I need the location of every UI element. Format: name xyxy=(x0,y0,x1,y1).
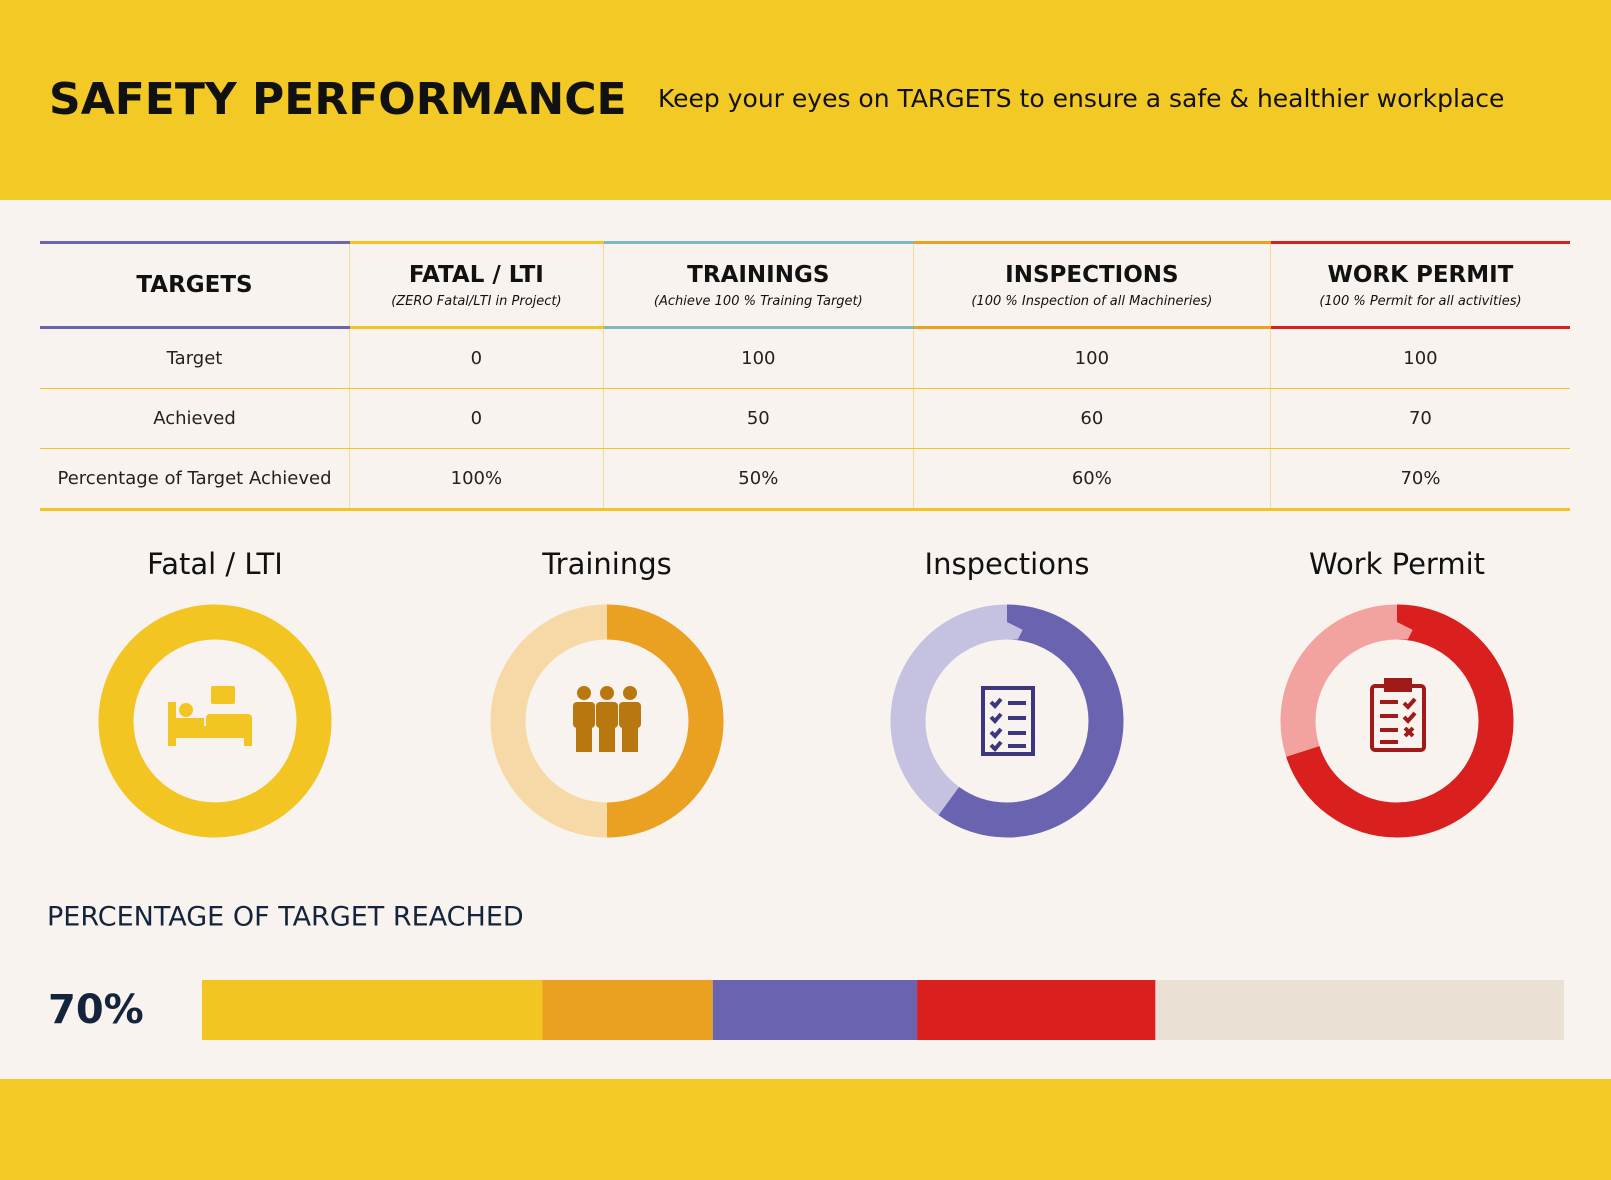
bar-segment xyxy=(202,980,543,1040)
column-header: TARGETS xyxy=(40,241,350,329)
bar-segment xyxy=(917,980,1156,1040)
column-header: TRAININGS (Achieve 100 % Training Target) xyxy=(602,241,914,329)
cell: 60 xyxy=(912,388,1271,449)
bed-icon xyxy=(168,686,252,746)
row-label: Percentage of Target Achieved xyxy=(40,448,350,511)
donut-segment xyxy=(1280,604,1514,838)
table-row: Achieved 0 50 60 70 xyxy=(40,388,1570,449)
clipboard-icon xyxy=(1370,678,1426,752)
column-title: TARGETS xyxy=(136,272,253,298)
footer-band xyxy=(0,1079,1611,1180)
column-title: WORK PERMIT xyxy=(1327,261,1514,288)
cell: 50 xyxy=(602,388,914,449)
column-subtitle: (100 % Inspection of all Machineries) xyxy=(971,293,1213,309)
table-row: Percentage of Target Achieved 100% 50% 60% 7… xyxy=(40,448,1570,511)
bar-headline: 70% xyxy=(48,987,144,1033)
column-header: INSPECTIONS (100 % Inspection of all Mach… xyxy=(912,241,1271,329)
checklist-icon xyxy=(981,686,1035,756)
donut-title: Inspections xyxy=(925,547,1090,581)
cell: 0 xyxy=(349,388,604,449)
donut-segment xyxy=(98,604,332,838)
table-row: Target 0 100 100 100 xyxy=(40,327,1570,389)
header-band xyxy=(0,0,1611,200)
cell: 100% xyxy=(349,448,604,511)
page-title: SAFETY PERFORMANCE xyxy=(49,74,627,125)
targets-table: TARGETS FATAL / LTI (ZERO Fatal/LTI in Pro… xyxy=(40,241,1570,511)
cell: 100 xyxy=(1269,327,1570,389)
column-title: TRAININGS xyxy=(687,261,830,288)
cell: 100 xyxy=(912,327,1271,389)
column-title: INSPECTIONS xyxy=(1005,261,1179,288)
column-header: FATAL / LTI (ZERO Fatal/LTI in Project) xyxy=(349,241,604,329)
column-subtitle: (100 % Permit for all activities) xyxy=(1319,293,1522,309)
bar-title: PERCENTAGE OF TARGET REACHED xyxy=(47,902,524,933)
donut-title: Trainings xyxy=(541,547,672,581)
column-subtitle: (ZERO Fatal/LTI in Project) xyxy=(391,293,562,309)
bar-segment xyxy=(712,980,918,1040)
column-header: WORK PERMIT (100 % Permit for all activit… xyxy=(1269,241,1570,329)
cell: 70% xyxy=(1269,448,1570,511)
column-title: FATAL / LTI xyxy=(408,261,544,288)
donut-title: Fatal / LTI xyxy=(147,547,283,581)
donut-segment xyxy=(490,604,724,838)
cell: 100 xyxy=(602,327,914,389)
row-label: Target xyxy=(40,327,350,389)
donut-title: Work Permit xyxy=(1309,547,1485,581)
cell: 70 xyxy=(1269,388,1570,449)
cell: 50% xyxy=(602,448,914,511)
cell: 0 xyxy=(349,327,604,389)
row-label: Achieved xyxy=(40,388,350,449)
donut-segment xyxy=(890,604,1124,838)
bar-segment xyxy=(542,980,713,1040)
page-subtitle: Keep your eyes on TARGETS to ensure a sa… xyxy=(658,84,1505,113)
people-icon xyxy=(573,686,641,752)
cell: 60% xyxy=(912,448,1271,511)
column-subtitle: (Achieve 100 % Training Target) xyxy=(653,293,863,309)
bar-segment xyxy=(1155,980,1564,1040)
